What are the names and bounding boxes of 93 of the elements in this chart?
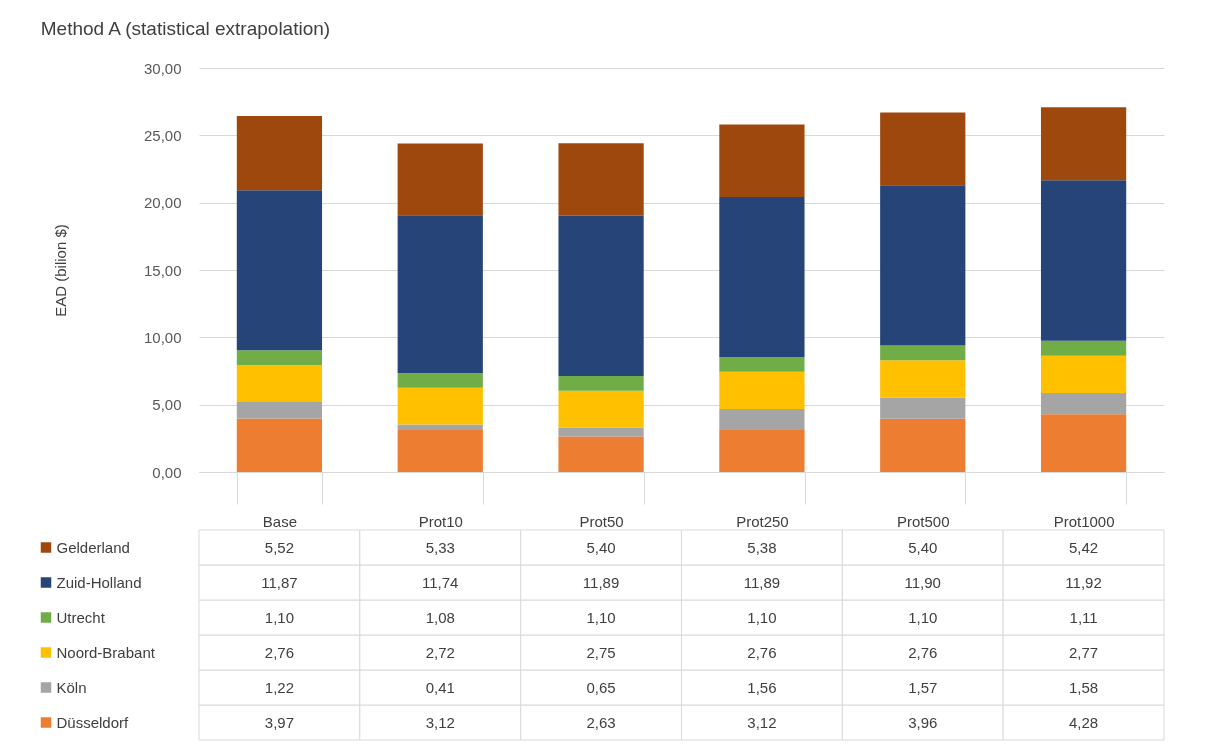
- data-label: 3,96: [908, 713, 938, 731]
- data-label: 1,56: [747, 678, 777, 696]
- bar: [558, 375, 644, 391]
- data-label: 0,65: [586, 678, 616, 696]
- legend-label: Zuid-Holland: [56, 573, 142, 591]
- data-label: 5,33: [425, 538, 455, 556]
- bar: [1040, 355, 1127, 394]
- data-label: 5,40: [586, 538, 616, 556]
- data-label: 11,74: [422, 573, 459, 591]
- data-label: 1,10: [908, 608, 938, 626]
- data-label: 2,77: [1068, 643, 1099, 661]
- y-tick-label: 30,00: [143, 59, 182, 77]
- bar: [719, 356, 805, 372]
- legend-label: Köln: [56, 678, 87, 696]
- y-axis-title: EAD (bilion $): [51, 224, 69, 317]
- x-tick-label: Prot1000: [1053, 512, 1115, 530]
- y-tick-label: 5,00: [152, 396, 182, 414]
- bar: [719, 429, 805, 472]
- x-tick-label: Prot10: [418, 512, 463, 530]
- bar: [719, 124, 805, 197]
- y-tick-label: 20,00: [143, 194, 182, 212]
- data-label: 5,52: [264, 538, 295, 556]
- data-label: 4,28: [1068, 713, 1099, 731]
- data-label: 1,58: [1068, 678, 1099, 696]
- data-label: 3,12: [425, 713, 455, 731]
- y-tick-label: 25,00: [143, 126, 182, 144]
- data-label: 5,42: [1068, 538, 1099, 556]
- bar: [880, 418, 966, 472]
- bar: [236, 418, 323, 472]
- y-tick-label: 10,00: [143, 328, 182, 346]
- x-tick-label: Base: [262, 512, 298, 530]
- data-label: 2,75: [586, 643, 616, 661]
- x-tick-label: Prot50: [579, 512, 624, 530]
- bar: [880, 185, 966, 346]
- bar: [397, 387, 483, 425]
- data-label: 11,89: [743, 573, 781, 591]
- legend-label: Utrecht: [56, 608, 106, 626]
- bar: [558, 427, 644, 437]
- bar: [880, 360, 966, 398]
- bar: [719, 408, 805, 430]
- data-label: 1,22: [264, 678, 295, 696]
- bar: [558, 215, 644, 376]
- data-label: 1,11: [1069, 608, 1098, 626]
- bar: [397, 429, 483, 472]
- bar: [1040, 414, 1127, 472]
- bar: [397, 424, 483, 430]
- bar: [1040, 393, 1127, 415]
- data-label: 1,10: [747, 608, 777, 626]
- data-label: 3,12: [747, 713, 777, 731]
- data-label: 11,92: [1065, 573, 1102, 591]
- data-label: 11,90: [904, 573, 941, 591]
- legend-label: Düsseldorf: [56, 713, 130, 731]
- data-label: 11,87: [261, 573, 298, 591]
- bar: [397, 143, 483, 216]
- data-label: 2,76: [747, 643, 777, 661]
- bar: [558, 436, 644, 472]
- data-label: 11,89: [582, 573, 620, 591]
- bar: [880, 345, 966, 361]
- bar: [558, 390, 644, 428]
- data-label: 5,40: [908, 538, 938, 556]
- bar: [1040, 180, 1127, 341]
- bar: [1040, 107, 1127, 181]
- data-label: 5,38: [747, 538, 777, 556]
- bar: [236, 364, 323, 403]
- bar: [236, 115, 323, 191]
- bar: [1040, 340, 1127, 356]
- bar: [236, 190, 323, 351]
- data-label: 2,76: [264, 643, 295, 661]
- data-label: 0,41: [425, 678, 455, 696]
- data-label: 1,57: [908, 678, 938, 696]
- y-tick-label: 0,00: [152, 463, 182, 481]
- bar: [558, 143, 644, 216]
- legend-label: Gelderland: [56, 538, 130, 556]
- data-label: 1,08: [425, 608, 455, 626]
- bar: [719, 371, 805, 409]
- data-label: 2,72: [425, 643, 455, 661]
- legend-label: Noord-Brabant: [56, 643, 156, 661]
- bar: [236, 350, 323, 365]
- bar: [236, 402, 323, 419]
- data-label: 2,63: [586, 713, 616, 731]
- data-label: 1,10: [264, 608, 295, 626]
- bar: [719, 196, 805, 357]
- data-label: 1,10: [586, 608, 616, 626]
- y-tick-label: 15,00: [143, 261, 182, 279]
- data-label: 3,97: [264, 713, 295, 731]
- x-tick-label: Prot250: [736, 512, 789, 530]
- x-tick-label: Prot500: [896, 512, 950, 530]
- bar: [880, 112, 966, 186]
- bar: [880, 397, 966, 419]
- chart-title: Method A (statistical extrapolation): [40, 18, 331, 39]
- bar: [397, 215, 483, 374]
- bar: [397, 373, 483, 388]
- data-label: 2,76: [908, 643, 938, 661]
